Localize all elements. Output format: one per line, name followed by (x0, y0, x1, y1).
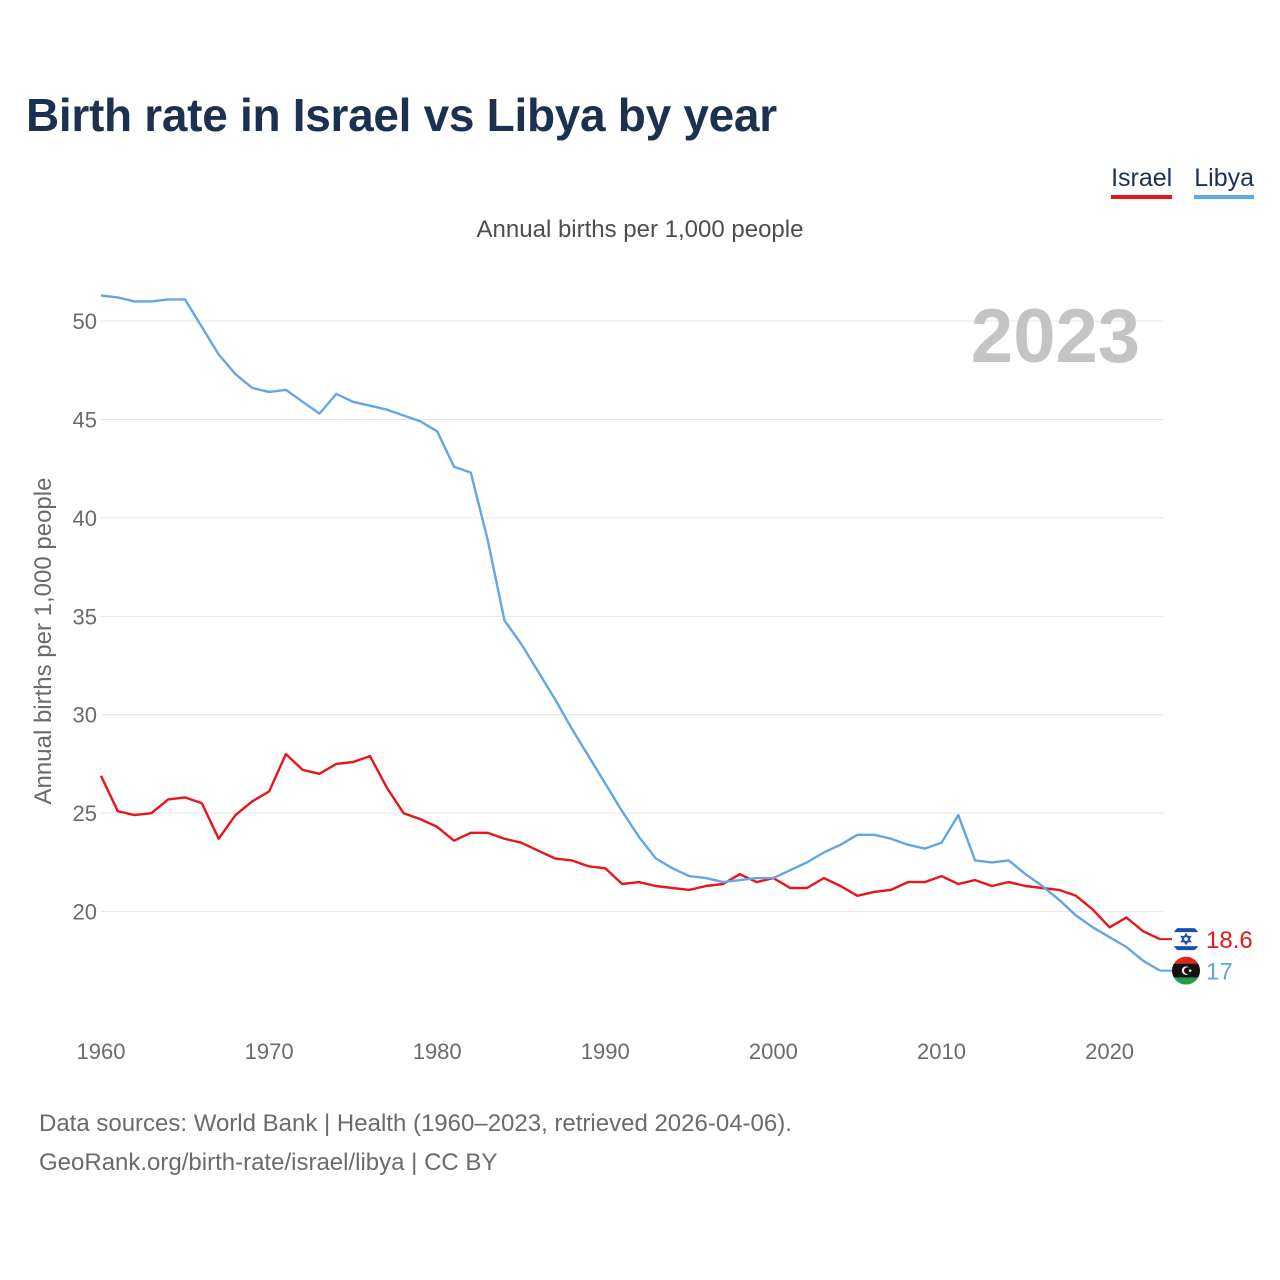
x-tick-label-2010: 2010 (917, 1039, 966, 1064)
chart-title: Birth rate in Israel vs Libya by year (26, 89, 777, 141)
x-tick-label-1970: 1970 (245, 1039, 294, 1064)
series-line-israel (99, 752, 1161, 941)
end-value-label-israel: 18.6 (1206, 927, 1253, 954)
end-value-label-libya: 17 (1206, 959, 1233, 986)
libya-flag-icon (1172, 956, 1200, 985)
footer-url[interactable]: GeoRank.org/birth-rate/israel/libya | CC… (39, 1149, 498, 1176)
y-tick-label-40: 40 (73, 506, 97, 531)
legend: Israel Libya (1111, 164, 1254, 199)
legend-item-libya[interactable]: Libya (1194, 164, 1254, 199)
footer: Data sources: World Bank | Health (1960–… (39, 1104, 792, 1182)
x-tick-label-1960: 1960 (77, 1039, 126, 1064)
series-line-libya (100, 294, 1161, 972)
y-tick-label-25: 25 (73, 801, 97, 826)
israel-flag-icon (1172, 925, 1200, 954)
x-tick-label-1990: 1990 (581, 1039, 630, 1064)
y-tick-label-20: 20 (73, 900, 97, 925)
y-tick-label-50: 50 (73, 309, 97, 334)
year-watermark: 2023 (971, 294, 1140, 379)
x-tick-label-1980: 1980 (413, 1039, 462, 1064)
x-tick-label-2020: 2020 (1085, 1039, 1134, 1064)
chart-subtitle: Annual births per 1,000 people (476, 216, 804, 243)
y-axis-title: Annual births per 1,000 people (30, 478, 57, 805)
x-tick-label-2000: 2000 (749, 1039, 798, 1064)
footer-sources: Data sources: World Bank | Health (1960–… (39, 1110, 792, 1137)
legend-item-israel[interactable]: Israel (1111, 164, 1173, 199)
line-chart: 20 25 30 35 40 45 50 1960 1970 1980 1990 2000 2010 20… (30, 294, 1253, 1064)
y-tick-label-35: 35 (73, 604, 97, 629)
y-tick-label-30: 30 (73, 703, 97, 728)
y-tick-label-45: 45 (73, 407, 97, 432)
